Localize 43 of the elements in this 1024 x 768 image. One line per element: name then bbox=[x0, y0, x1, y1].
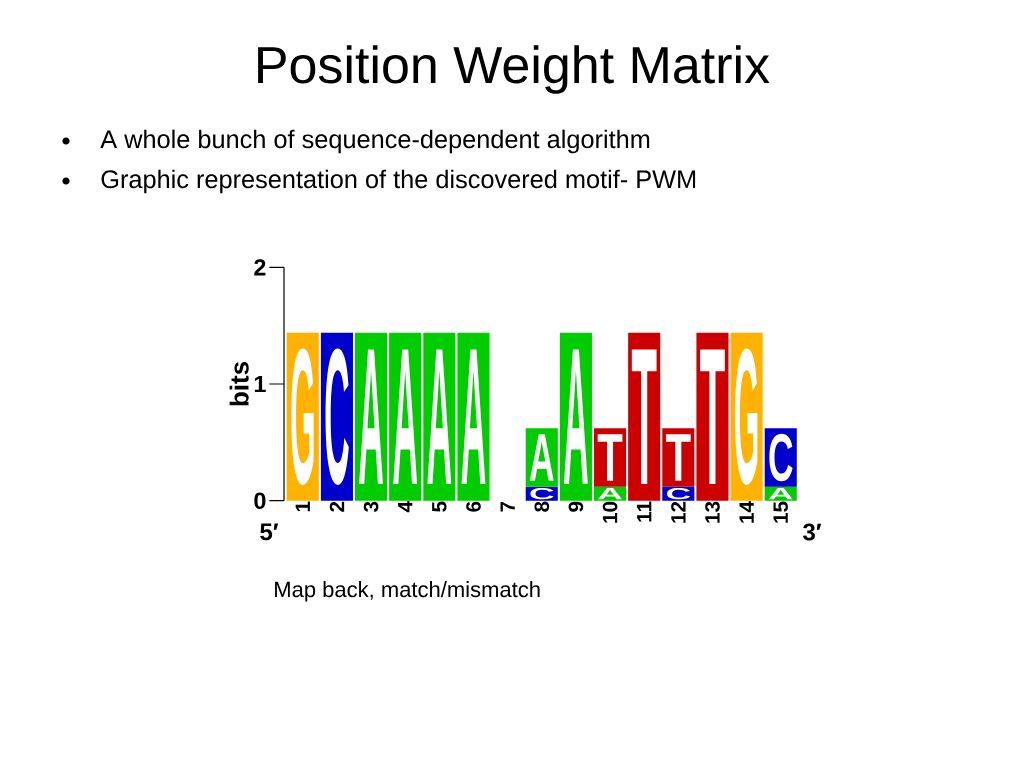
text: Map back, match/mismatch bbox=[275, 581, 540, 602]
text: A whole bunch of sequence-dependent algorithm bbox=[100, 129, 650, 154]
text: Graphic representation of the discovered motif- PWM bbox=[101, 169, 696, 194]
text: A bbox=[563, 349, 588, 484]
x-tick-label: 3 bbox=[363, 501, 379, 512]
y-tick-label: 1 bbox=[254, 375, 266, 393]
x-tick-label: 14 bbox=[739, 501, 754, 523]
x-tick-label: 1 bbox=[295, 501, 310, 512]
text: A bbox=[427, 349, 452, 484]
y-tick-label: 0 bbox=[254, 492, 266, 509]
text: 5′ bbox=[260, 523, 279, 541]
text: A bbox=[359, 349, 383, 484]
x-tick-label: 4 bbox=[398, 501, 413, 513]
text: A bbox=[393, 349, 418, 484]
x-tick-label: 9 bbox=[568, 501, 584, 512]
x-tick-label: 12 bbox=[671, 501, 686, 523]
text: T bbox=[597, 434, 623, 481]
x-tick-label: 15 bbox=[773, 501, 788, 523]
x-tick-label: 13 bbox=[705, 501, 720, 523]
x-tick-label: 5 bbox=[432, 501, 447, 512]
y-axis-title: bits bbox=[229, 361, 249, 406]
x-tick-label: 8 bbox=[534, 501, 550, 512]
text: 3′ bbox=[803, 523, 822, 541]
text: A bbox=[461, 349, 486, 484]
series-label: A bbox=[598, 488, 622, 500]
series-label: C bbox=[530, 488, 554, 500]
x-tick-label: 11 bbox=[637, 501, 652, 522]
x-tick-label: 7 bbox=[500, 501, 515, 512]
series-label: G bbox=[291, 348, 314, 485]
y-tick-label: 2 bbox=[254, 259, 266, 276]
text: A bbox=[529, 434, 554, 481]
chart-title: Position Weight Matrix bbox=[258, 45, 770, 94]
text: T bbox=[665, 434, 691, 481]
text: C bbox=[666, 488, 691, 500]
text: T bbox=[700, 349, 725, 484]
text: A bbox=[768, 488, 793, 500]
x-tick-label: 6 bbox=[466, 501, 481, 512]
text: G bbox=[735, 348, 758, 485]
x-tick-label: 2 bbox=[329, 501, 345, 512]
series-label: T bbox=[631, 349, 657, 484]
series-label: C bbox=[769, 433, 793, 482]
text: C bbox=[325, 348, 349, 485]
x-tick-label: 10 bbox=[602, 501, 618, 523]
